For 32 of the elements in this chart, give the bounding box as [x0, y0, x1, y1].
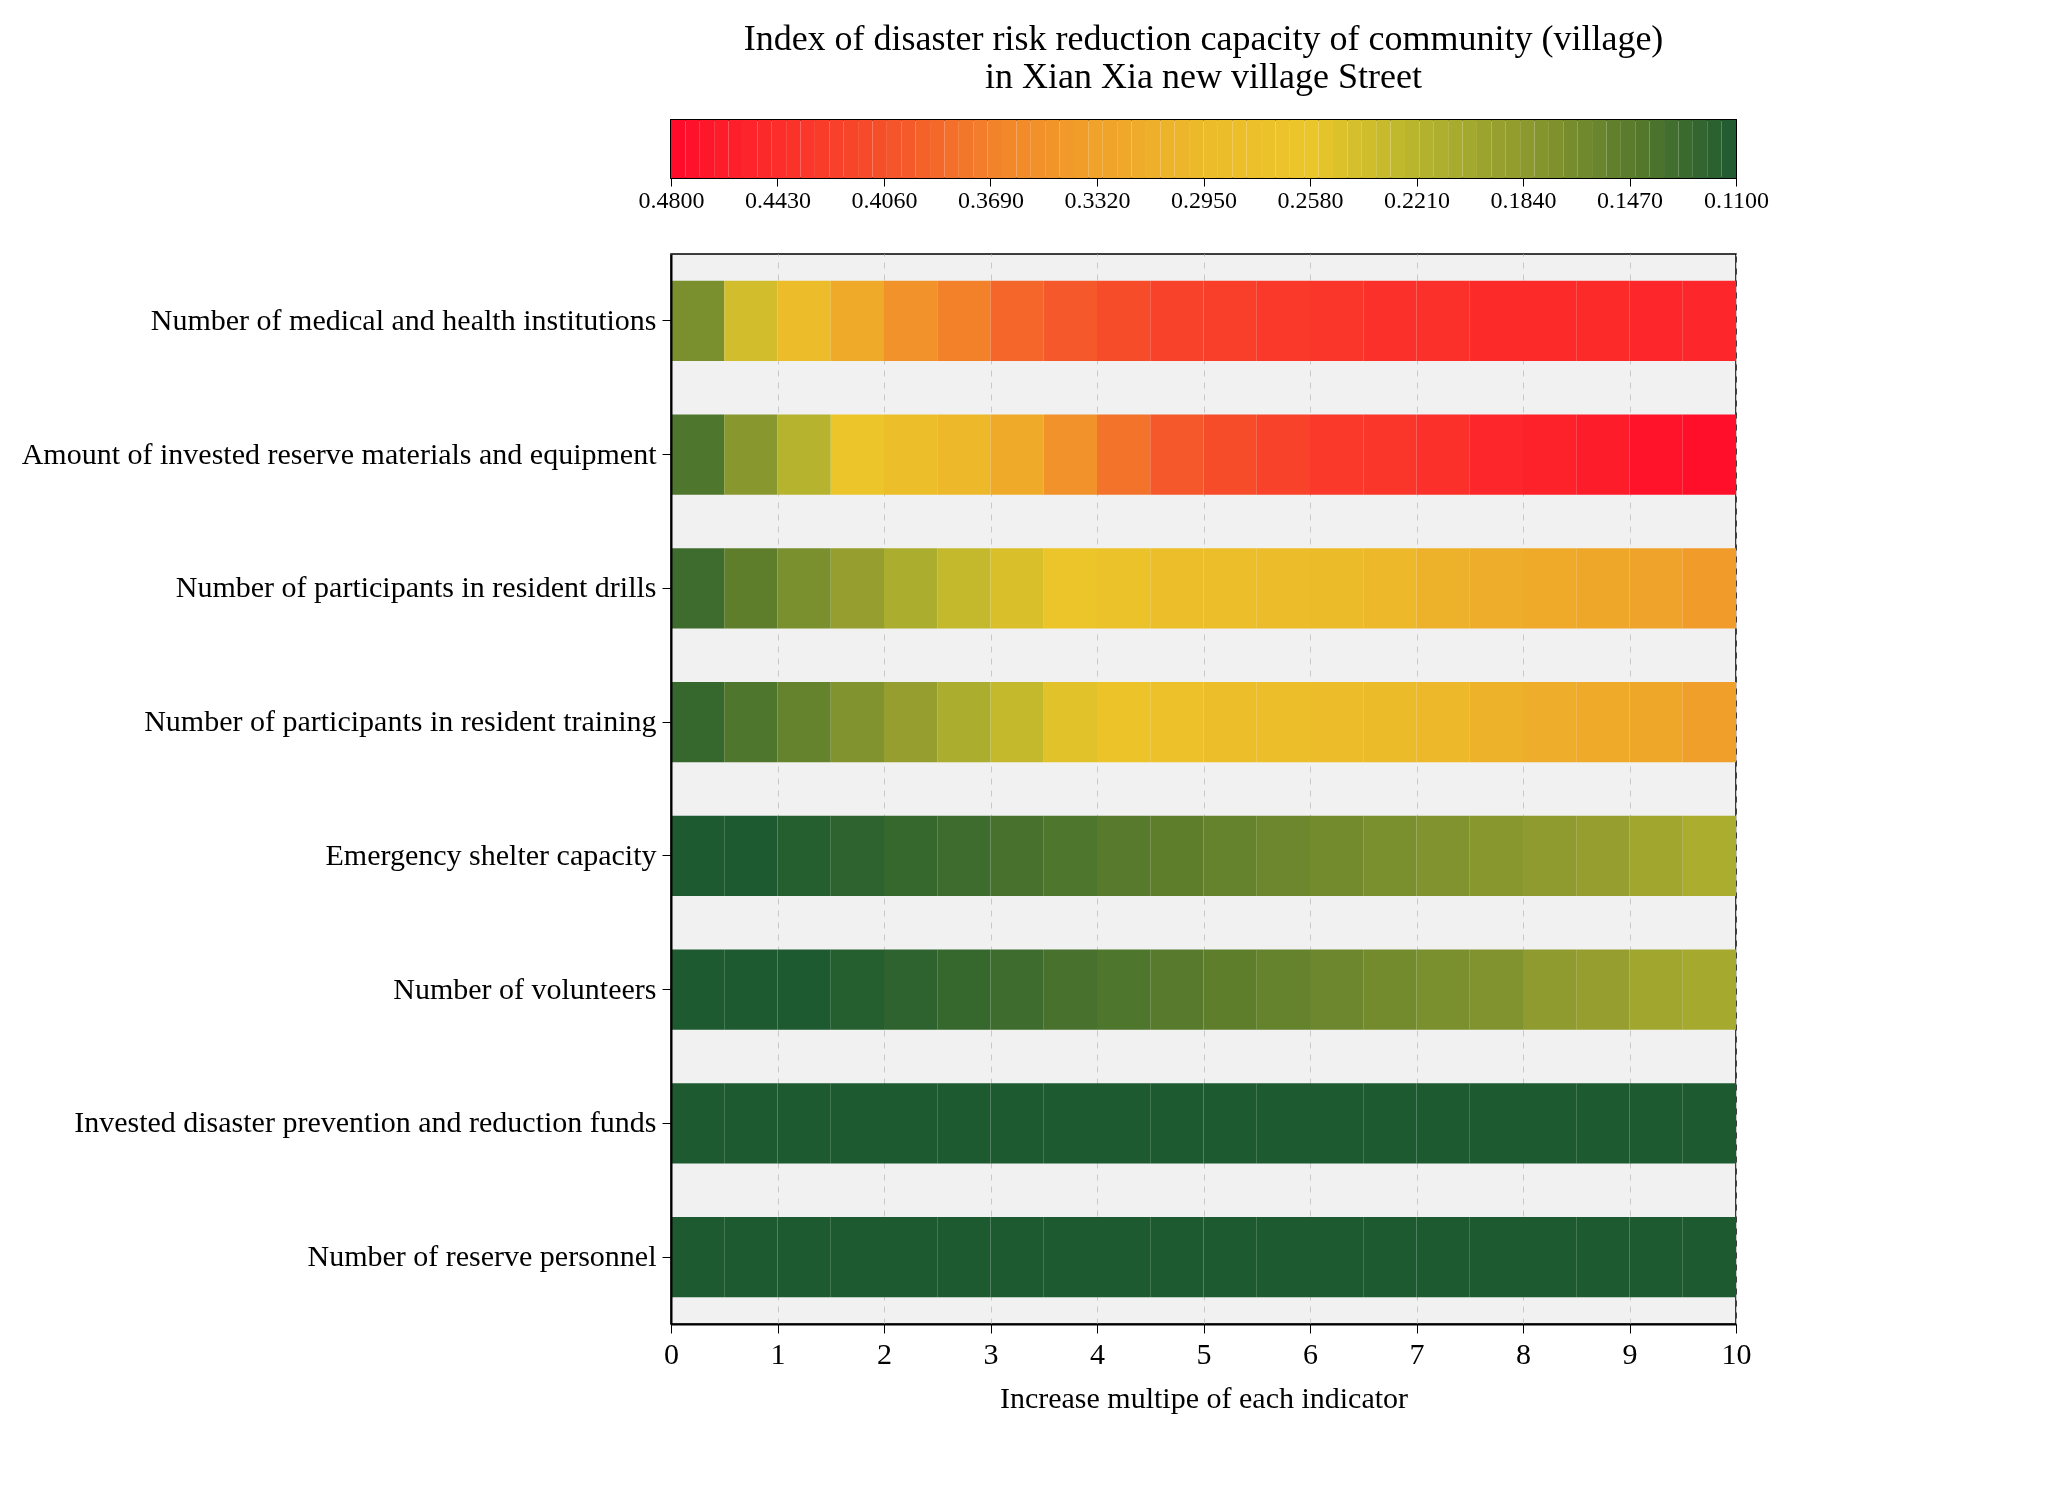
color-bar-label: 0.4060 — [851, 186, 918, 213]
y-tick-label: Number of medical and health institutions — [150, 302, 657, 336]
color-bar-label: 0.2210 — [1384, 186, 1450, 213]
x-tick-label: 2 — [877, 1336, 892, 1370]
color-bar-label: 0.3690 — [958, 186, 1024, 213]
y-tick-label: Number of participants in resident training — [144, 704, 657, 738]
x-axis-title: Increase multipe of each indicator — [999, 1380, 1409, 1414]
x-tick-label: 8 — [1516, 1336, 1531, 1370]
x-tick-label: 7 — [1409, 1336, 1425, 1370]
color-bar-label: 0.1100 — [1703, 186, 1770, 213]
color-bar-label: 0.1840 — [1490, 186, 1557, 213]
color-bar-label: 0.1470 — [1597, 186, 1663, 213]
y-tick-label: Number of reserve personnel — [307, 1239, 657, 1273]
color-bar-label: 0.4800 — [638, 186, 705, 213]
x-tick-label: 4 — [1090, 1336, 1105, 1370]
color-bar-label: 0.2580 — [1277, 186, 1344, 213]
y-tick-label: Amount of invested reserve materials and equipment — [21, 436, 658, 470]
y-tick-label: Number of volunteers — [393, 971, 657, 1005]
chart-title: Index of disaster risk reduction capacity of community (village) in Xian Xia new village Street — [743, 18, 1664, 96]
color-bar-label: 0.4430 — [745, 186, 811, 213]
x-tick-label: 10 — [1721, 1336, 1752, 1370]
y-tick-label: Invested disaster prevention and reduction funds — [74, 1105, 657, 1139]
y-tick-label: Number of participants in resident drills — [175, 570, 657, 604]
x-tick-label: 5 — [1196, 1336, 1212, 1370]
x-tick-label: 3 — [983, 1336, 999, 1370]
x-tick-label: 9 — [1622, 1336, 1638, 1370]
color-bar-label: 0.3320 — [1064, 186, 1131, 213]
y-tick-label: Emergency shelter capacity — [325, 837, 657, 871]
x-tick-label: 6 — [1303, 1336, 1318, 1370]
x-tick-label: 0 — [664, 1336, 679, 1370]
color-bar-label: 0.2950 — [1171, 186, 1237, 213]
x-tick-label: 1 — [770, 1336, 786, 1370]
